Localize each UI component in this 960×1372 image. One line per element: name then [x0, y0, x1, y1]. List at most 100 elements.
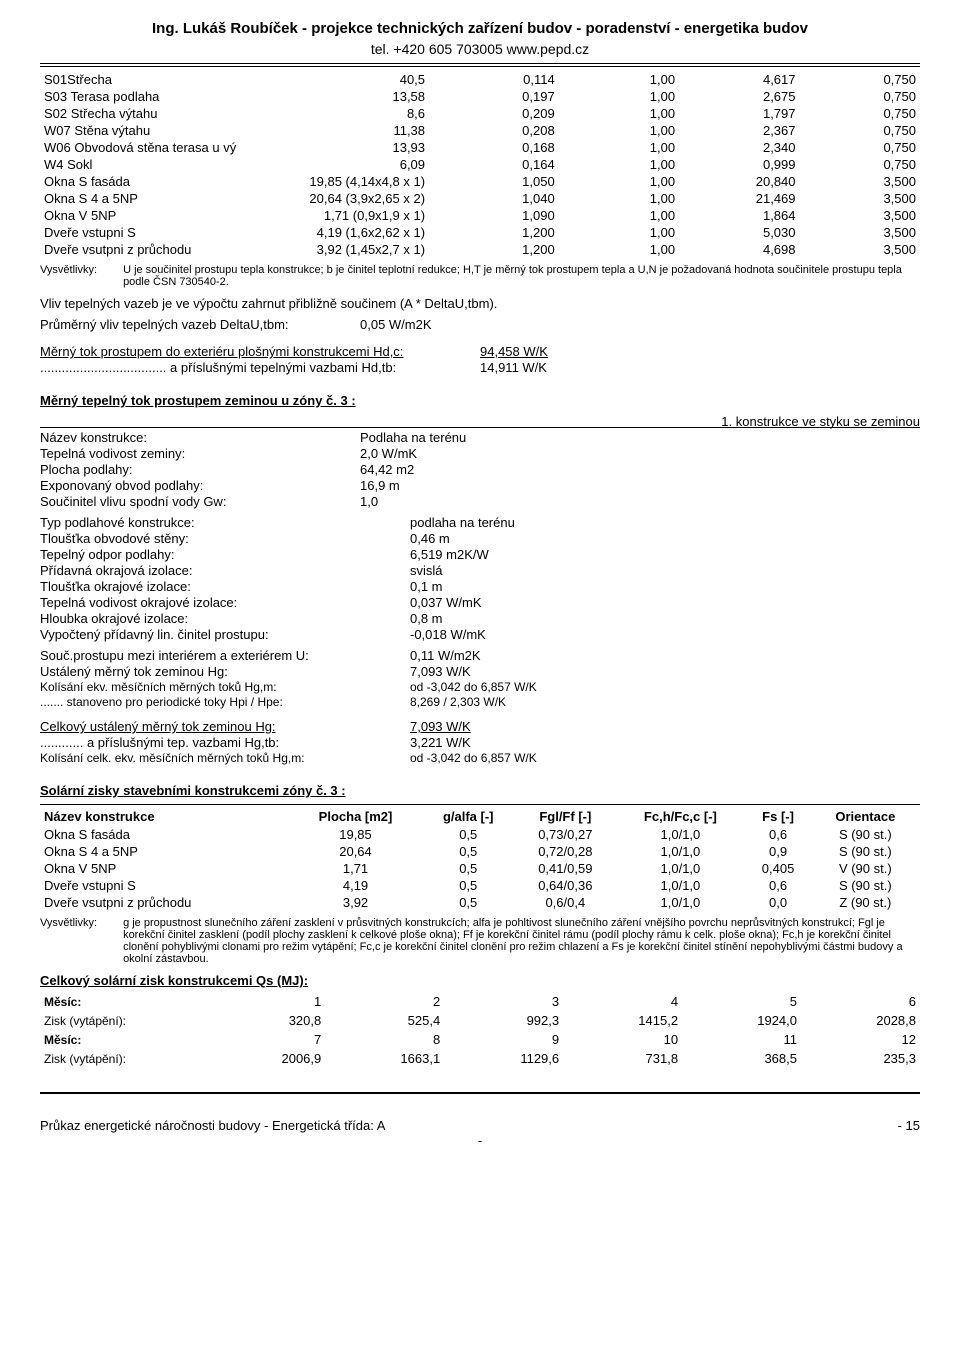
- solar-fc: 1,0/1,0: [615, 826, 745, 843]
- section-solar-rule: [40, 804, 920, 805]
- kv-value: 0,11 W/m2K: [410, 648, 920, 663]
- qs-title: Celkový solární zisk konstrukcemi Qs (MJ…: [40, 973, 920, 988]
- kv-value: podlaha na terénu: [410, 515, 920, 530]
- row-c3: 1,00: [559, 241, 679, 258]
- row-c5: 3,500: [800, 190, 920, 207]
- row-c1: 20,64 (3,9x2,65 x 2): [299, 190, 429, 207]
- solar-area: 4,19: [290, 877, 421, 894]
- row-c3: 1,00: [559, 139, 679, 156]
- solar-orient: S (90 st.): [811, 826, 920, 843]
- row-c3: 1,00: [559, 173, 679, 190]
- solar-fc: 1,0/1,0: [615, 877, 745, 894]
- table-row: Dveře vsutpni z průchodu3,92 (1,45x2,7 x…: [40, 241, 920, 258]
- kv-row: Ustálený měrný tok zeminou Hg:7,093 W/K: [40, 664, 920, 679]
- kv-value: 64,42 m2: [360, 462, 920, 477]
- kv-value: 0,1 m: [410, 579, 920, 594]
- solar-orient: V (90 st.): [811, 860, 920, 877]
- kv-value: 7,093 W/K: [410, 719, 920, 734]
- kv-row: Kolísání celk. ekv. měsíčních měrných to…: [40, 751, 920, 765]
- solar-g: 0,5: [421, 826, 515, 843]
- row-c1: 19,85 (4,14x4,8 x 1): [299, 173, 429, 190]
- kv-row: Hloubka okrajové izolace:0,8 m: [40, 611, 920, 626]
- solar-header: Orientace: [811, 807, 920, 826]
- solar-table: Název konstrukcePlocha [m2]g/alfa [-]Fgl…: [40, 807, 920, 911]
- footer-left: Průkaz energetické náročnosti budovy - E…: [40, 1118, 385, 1133]
- solar-header: Fs [-]: [745, 807, 810, 826]
- row-name: W4 Sokl: [40, 156, 299, 173]
- solar-header: Plocha [m2]: [290, 807, 421, 826]
- qs-table: Měsíc: 1 2 3 4 5 6 Zisk (vytápění): 320,…: [40, 992, 920, 1068]
- kv-row: Tepelná vodivost zeminy:2,0 W/mK: [40, 446, 920, 461]
- kv-key: Kolísání ekv. měsíčních měrných toků Hg,…: [40, 680, 410, 694]
- row-c1: 8,6: [299, 105, 429, 122]
- section-ground-title-text: Měrný tepelný tok prostupem zeminou u zó…: [40, 393, 356, 408]
- gain-cell: 1924,0: [682, 1011, 801, 1030]
- row-c3: 1,00: [559, 71, 679, 88]
- month-cell: 8: [325, 1030, 444, 1049]
- kv-value: 2,0 W/mK: [360, 446, 920, 461]
- kv-value: svislá: [410, 563, 920, 578]
- kv-value: 8,269 / 2,303 W/K: [410, 695, 920, 709]
- thermal-bridges-note: Vliv tepelných vazeb je ve výpočtu zahrn…: [40, 296, 920, 311]
- table-row: Dveře vstupni S4,19 (1,6x2,62 x 1)1,2001…: [40, 224, 920, 241]
- row-c3: 1,00: [559, 88, 679, 105]
- month-cell: 12: [801, 1030, 920, 1049]
- table-row: Okna S fasáda19,85 (4,14x4,8 x 1)1,0501,…: [40, 173, 920, 190]
- row-c1: 6,09: [299, 156, 429, 173]
- row-name: Dveře vstupni S: [40, 224, 299, 241]
- kv-key: Kolísání celk. ekv. měsíčních měrných to…: [40, 751, 410, 765]
- kv-row: ....... stanoveno pro periodické toky Hp…: [40, 695, 920, 709]
- row-name: Okna S fasáda: [40, 173, 299, 190]
- kv-row: Tepelná vodivost okrajové izolace:0,037 …: [40, 595, 920, 610]
- row-name: W06 Obvodová stěna terasa u vý: [40, 139, 299, 156]
- kv-key: ............ a příslušnými tep. vazbami …: [40, 735, 410, 750]
- solar-row: Okna S 4 a 5NP20,640,50,72/0,281,0/1,00,…: [40, 843, 920, 860]
- solar-fc: 1,0/1,0: [615, 860, 745, 877]
- hdc-row: Měrný tok prostupem do exteriéru plošným…: [40, 344, 920, 359]
- solar-name: Dveře vsutpni z průchodu: [40, 894, 290, 911]
- solar-name: Okna S 4 a 5NP: [40, 843, 290, 860]
- month-cell: 5: [682, 992, 801, 1011]
- kv-key: Ustálený měrný tok zeminou Hg:: [40, 664, 410, 679]
- row-name: S01Střecha: [40, 71, 299, 88]
- kv-row: Přídavná okrajová izolace:svislá: [40, 563, 920, 578]
- kv-row: Tloušťka obvodové stěny:0,46 m: [40, 531, 920, 546]
- kv-value: 0,037 W/mK: [410, 595, 920, 610]
- solar-g: 0,5: [421, 860, 515, 877]
- row-c2: 0,114: [429, 71, 559, 88]
- gain-cell: 320,8: [206, 1011, 325, 1030]
- row-c2: 0,208: [429, 122, 559, 139]
- kv-key: Celkový ustálený měrný tok zeminou Hg:: [40, 719, 410, 734]
- gain-cell: 235,3: [801, 1049, 920, 1068]
- solar-f: 0,72/0,28: [515, 843, 615, 860]
- row-name: Okna S 4 a 5NP: [40, 190, 299, 207]
- page-footer: Průkaz energetické náročnosti budovy - E…: [40, 1118, 920, 1133]
- solar-fs: 0,6: [745, 877, 810, 894]
- kv-key: Souč.prostupu mezi interiérem a exteriér…: [40, 648, 410, 663]
- kv-row: Typ podlahové konstrukce:podlaha na teré…: [40, 515, 920, 530]
- row-c5: 0,750: [800, 71, 920, 88]
- kv-key: Tepelná vodivost okrajové izolace:: [40, 595, 410, 610]
- gain-label-2: Zisk (vytápění):: [40, 1049, 206, 1068]
- gain-cell: 992,3: [444, 1011, 563, 1030]
- kv-value: 3,221 W/K: [410, 735, 920, 750]
- month-cell: 9: [444, 1030, 563, 1049]
- footer-rule: [40, 1092, 920, 1094]
- row-c4: 2,340: [679, 139, 799, 156]
- solar-row: Okna S fasáda19,850,50,73/0,271,0/1,00,6…: [40, 826, 920, 843]
- kv-value: 0,46 m: [410, 531, 920, 546]
- solar-name: Okna V 5NP: [40, 860, 290, 877]
- kv-row: Vypočtený přídavný lin. činitel prostupu…: [40, 627, 920, 642]
- solar-fs: 0,9: [745, 843, 810, 860]
- kv-value: Podlaha na terénu: [360, 430, 920, 445]
- row-c3: 1,00: [559, 105, 679, 122]
- legend2-label: Vysvětlivky:: [40, 917, 120, 929]
- month-cell: 1: [206, 992, 325, 1011]
- kv-value: od -3,042 do 6,857 W/K: [410, 680, 920, 694]
- legend-1: Vysvětlivky: U je součinitel prostupu te…: [40, 264, 920, 288]
- row-c2: 1,200: [429, 224, 559, 241]
- kv-row: Součinitel vlivu spodní vody Gw:1,0: [40, 494, 920, 509]
- header-rule-2: [40, 66, 920, 67]
- solar-f: 0,6/0,4: [515, 894, 615, 911]
- solar-header: Fc,h/Fc,c [-]: [615, 807, 745, 826]
